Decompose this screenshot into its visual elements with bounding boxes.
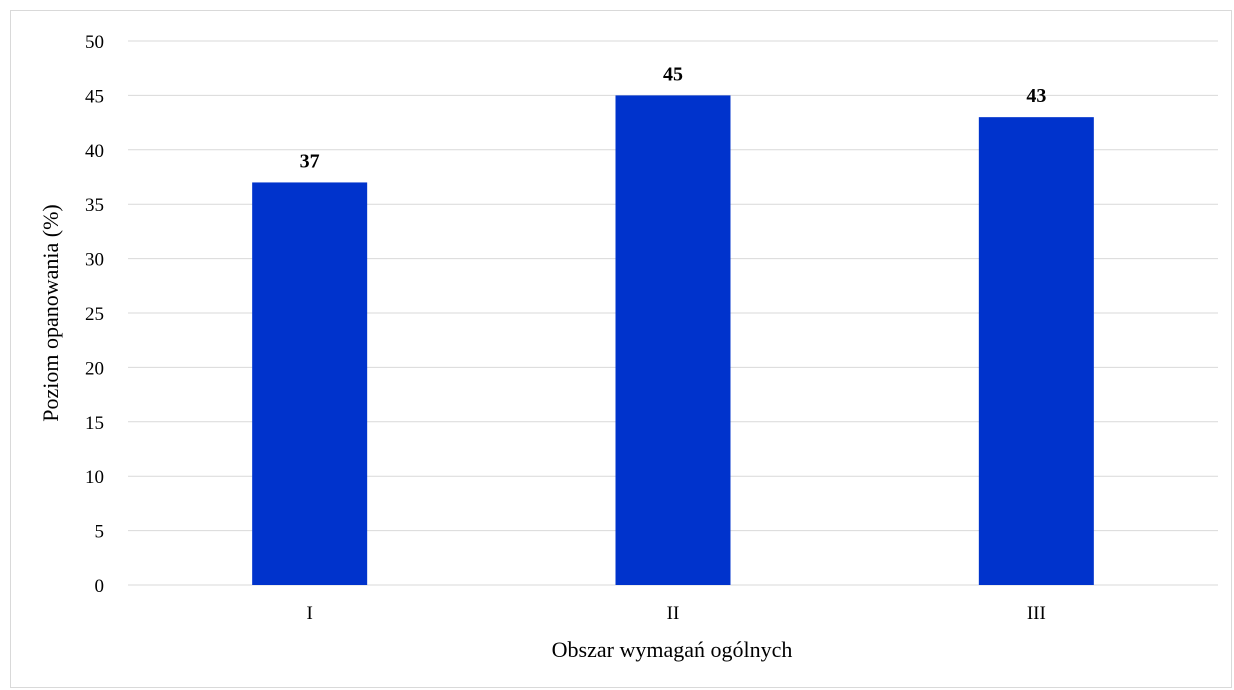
- data-label: 37: [300, 150, 320, 172]
- bars: [252, 95, 1094, 586]
- data-label: 43: [1026, 85, 1046, 107]
- bar-II: [615, 95, 731, 586]
- y-tick-label: 25: [85, 304, 104, 325]
- x-axis-title: Obszar wymagań ogólnych: [552, 637, 793, 662]
- y-tick-label: 0: [95, 576, 105, 597]
- y-axis-ticks: 0 5 10 15 20 25 30 35 40 45 50: [85, 32, 104, 597]
- x-tick-label: I: [307, 603, 313, 624]
- x-tick-label: II: [667, 603, 680, 624]
- y-tick-label: 40: [85, 141, 104, 162]
- y-axis-title: Poziom opanowania (%): [38, 204, 63, 422]
- x-axis-ticks: I II III: [307, 603, 1046, 624]
- y-tick-label: 30: [85, 250, 104, 271]
- y-tick-label: 5: [95, 522, 105, 543]
- data-labels: 37 45 43: [300, 63, 1047, 172]
- y-tick-label: 10: [85, 467, 104, 488]
- y-tick-label: 45: [85, 86, 104, 107]
- y-tick-label: 50: [85, 32, 104, 53]
- bar-I: [252, 182, 368, 585]
- y-tick-label: 35: [85, 195, 104, 216]
- bar-III: [978, 117, 1094, 585]
- x-tick-label: III: [1027, 603, 1046, 624]
- y-tick-label: 20: [85, 358, 104, 379]
- y-tick-label: 15: [85, 413, 104, 434]
- data-label: 45: [663, 63, 683, 85]
